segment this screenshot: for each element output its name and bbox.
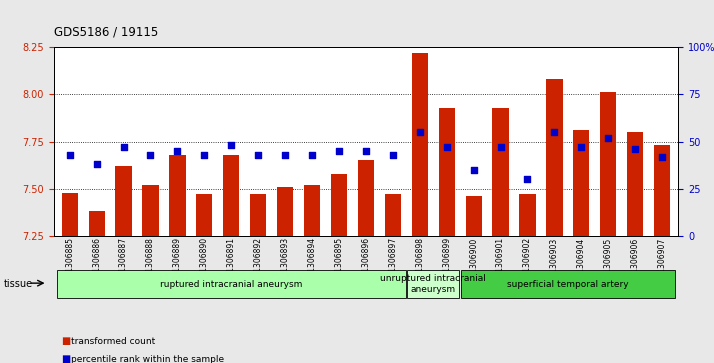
Text: ruptured intracranial aneurysm: ruptured intracranial aneurysm — [160, 280, 303, 289]
Bar — [412, 53, 428, 236]
Point — [441, 144, 453, 150]
Bar — [438, 107, 455, 236]
Point — [145, 152, 156, 158]
Bar — [57, 270, 406, 298]
Text: transformed count: transformed count — [71, 337, 156, 346]
Point — [387, 152, 398, 158]
Bar — [600, 93, 616, 236]
Point — [198, 152, 210, 158]
Bar — [407, 270, 459, 298]
Point — [279, 152, 291, 158]
Bar — [304, 185, 320, 236]
Bar — [116, 166, 131, 236]
Point — [64, 152, 76, 158]
Point — [495, 144, 506, 150]
Point — [575, 144, 587, 150]
Bar — [142, 185, 159, 236]
Bar — [169, 155, 186, 236]
Point — [414, 129, 426, 135]
Point — [253, 152, 264, 158]
Point — [118, 144, 129, 150]
Point — [630, 146, 641, 152]
Text: tissue: tissue — [4, 279, 33, 289]
Point — [549, 129, 560, 135]
Bar — [385, 195, 401, 236]
Bar — [61, 192, 78, 236]
Bar — [277, 187, 293, 236]
Point — [656, 154, 668, 160]
Bar — [573, 130, 590, 236]
Point — [522, 176, 533, 182]
Bar — [331, 174, 347, 236]
Text: unruptured intracranial
aneurysm: unruptured intracranial aneurysm — [381, 274, 486, 294]
Bar — [223, 155, 239, 236]
Bar — [519, 195, 536, 236]
Point — [333, 148, 345, 154]
Text: superficial temporal artery: superficial temporal artery — [507, 280, 629, 289]
Bar — [196, 195, 213, 236]
Bar — [546, 79, 563, 236]
Bar — [89, 211, 105, 236]
Bar — [250, 195, 266, 236]
Bar — [466, 196, 482, 236]
Bar — [461, 270, 675, 298]
Point — [171, 148, 183, 154]
Text: percentile rank within the sample: percentile rank within the sample — [71, 355, 224, 363]
Bar — [627, 132, 643, 236]
Text: GDS5186 / 19115: GDS5186 / 19115 — [54, 25, 158, 38]
Point — [468, 167, 479, 173]
Bar — [493, 107, 508, 236]
Point — [306, 152, 318, 158]
Bar — [358, 160, 374, 236]
Text: ■: ■ — [61, 354, 70, 363]
Point — [603, 135, 614, 141]
Point — [226, 142, 237, 148]
Point — [360, 148, 371, 154]
Bar — [654, 145, 670, 236]
Text: ■: ■ — [61, 336, 70, 346]
Point — [91, 161, 102, 167]
